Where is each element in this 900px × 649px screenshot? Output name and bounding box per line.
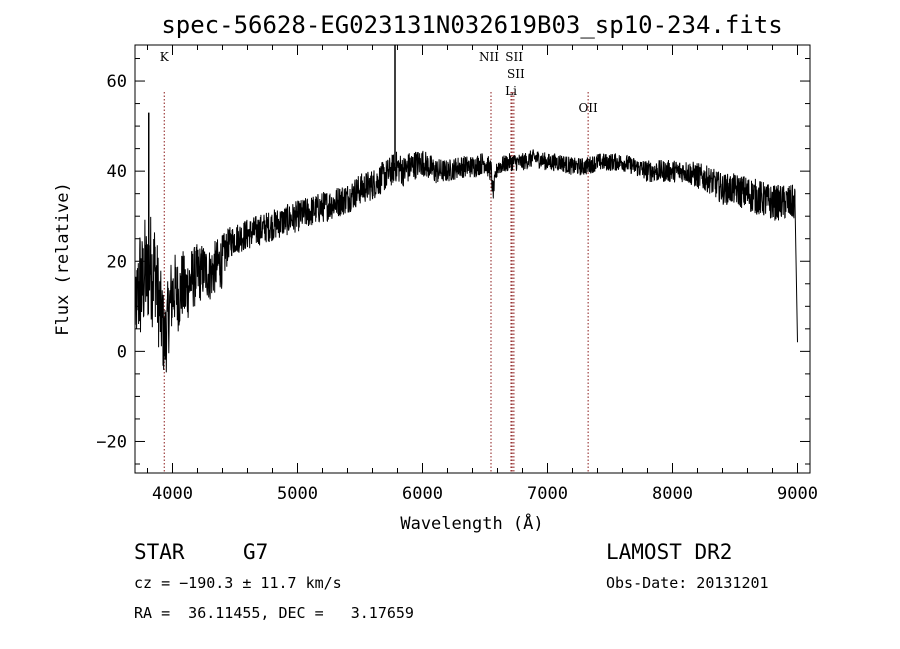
y-tick-label: −20 bbox=[96, 432, 127, 452]
axis-tick-labels: 4000 5000 6000 7000 8000 9000 −20 0 20 40 60 bbox=[96, 72, 818, 504]
redshift-cz: cz = −190.3 ± 11.7 km/s bbox=[134, 574, 342, 592]
y-tick-label: 40 bbox=[107, 162, 127, 182]
line-label-k: K bbox=[160, 50, 170, 64]
object-subclass: G7 bbox=[243, 540, 269, 564]
line-label-li: Li bbox=[505, 84, 517, 98]
observation-date: Obs-Date: 20131201 bbox=[606, 574, 769, 592]
spectrum-trace bbox=[134, 149, 798, 373]
line-label-sii: SII bbox=[505, 50, 523, 64]
line-label-sii: SII bbox=[507, 67, 525, 81]
chart-title: spec-56628-EG023131N032619B03_sp10-234.f… bbox=[161, 11, 782, 39]
plot-frame bbox=[134, 44, 811, 474]
x-tick-label: 9000 bbox=[777, 484, 818, 504]
x-tick-label: 7000 bbox=[527, 484, 568, 504]
spectrum-spikes bbox=[148, 45, 396, 271]
x-tick-label: 5000 bbox=[277, 484, 318, 504]
x-tick-label: 8000 bbox=[652, 484, 693, 504]
object-class: STAR bbox=[134, 540, 185, 564]
axis-ticks bbox=[135, 45, 810, 473]
survey-name: LAMOST DR2 bbox=[606, 540, 733, 564]
line-label-nii: NII bbox=[479, 50, 499, 64]
line-label-oii: OII bbox=[578, 101, 598, 115]
x-tick-label: 4000 bbox=[152, 484, 193, 504]
coordinates: RA = 36.11455, DEC = 3.17659 bbox=[134, 604, 414, 622]
y-tick-label: 60 bbox=[107, 72, 127, 92]
y-tick-label: 20 bbox=[107, 252, 127, 272]
x-axis-label: Wavelength (Å) bbox=[400, 512, 543, 534]
y-axis-label: Flux (relative) bbox=[53, 182, 73, 336]
emission-line-markers: K NII SII SII Li OII bbox=[160, 50, 598, 473]
x-tick-label: 6000 bbox=[402, 484, 443, 504]
y-tick-label: 0 bbox=[117, 342, 127, 362]
